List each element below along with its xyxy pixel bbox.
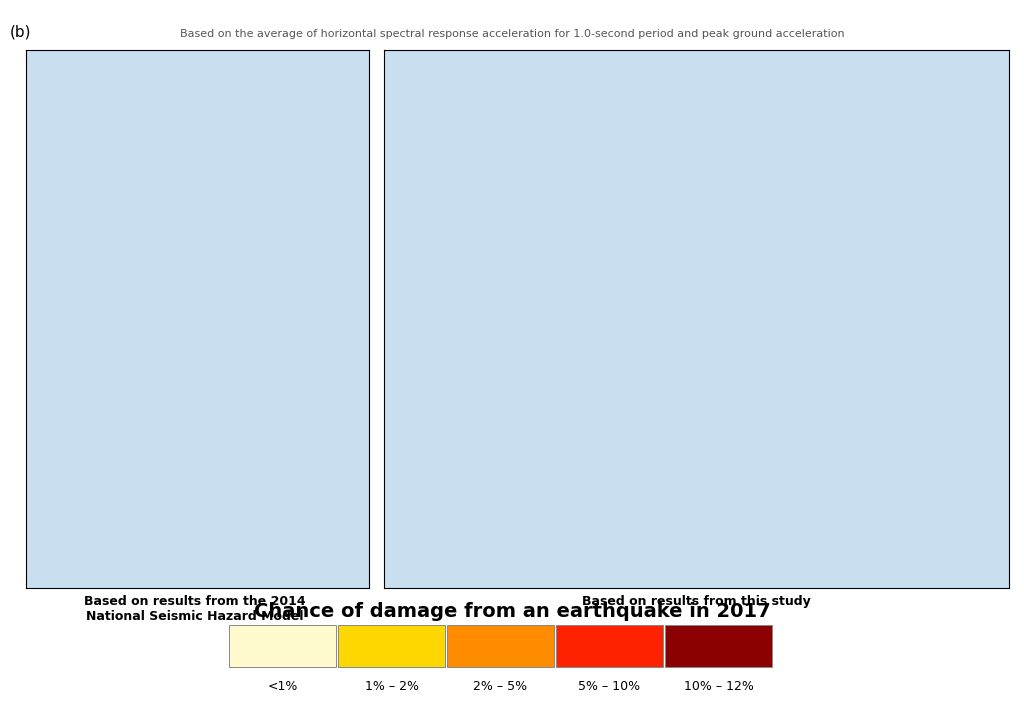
Bar	[447, 625, 554, 667]
Text: 5% – 10%: 5% – 10%	[579, 680, 641, 693]
Text: Chance of damage from an earthquake in 2017: Chance of damage from an earthquake in 2…	[254, 602, 770, 622]
Text: Based on the average of horizontal spectral response acceleration for 1.0-second: Based on the average of horizontal spect…	[179, 29, 845, 39]
Text: Based on results from the 2014
National Seismic Hazard Model: Based on results from the 2014 National …	[84, 595, 305, 623]
Text: 1% – 2%: 1% – 2%	[365, 680, 419, 693]
Bar	[556, 625, 663, 667]
Text: Based on results from this study: Based on results from this study	[582, 595, 811, 608]
Text: 10% – 12%: 10% – 12%	[683, 680, 754, 693]
Bar	[666, 625, 772, 667]
Bar	[229, 625, 336, 667]
Text: (b): (b)	[10, 25, 32, 40]
Text: <1%: <1%	[267, 680, 298, 693]
Text: 2% – 5%: 2% – 5%	[473, 680, 527, 693]
Bar	[338, 625, 444, 667]
